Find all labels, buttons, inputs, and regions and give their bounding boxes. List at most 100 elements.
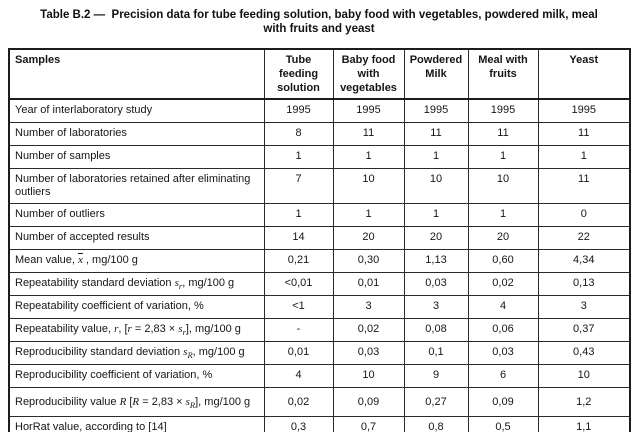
value-cell: 7 [263,168,334,204]
value-cell: 0,02 [332,317,405,342]
value-cell: 1 [537,145,631,170]
row-label: Mean value, x , mg/100 g [8,248,265,273]
value-cell: 1 [403,145,469,170]
value-cell: 8 [263,122,334,147]
value-cell: 0,01 [263,340,334,365]
column-header: Tube feeding solution [263,48,334,101]
value-cell: 1 [263,145,334,170]
value-cell: 0,06 [467,317,539,342]
row-label: Number of samples [8,145,265,170]
row-label: HorRat value, according to [14] [8,415,265,432]
row-label: Reproducibility value R [R = 2,83 × sR],… [8,386,265,417]
value-cell: 4 [263,363,334,388]
value-cell: 1 [332,202,405,227]
value-cell: 3 [537,294,631,319]
value-cell: 0,01 [332,271,405,296]
row-label: Number of laboratories retained after el… [8,168,265,204]
value-cell: 20 [332,225,405,250]
value-cell: 10 [403,168,469,204]
value-cell: 20 [403,225,469,250]
column-header: Yeast [537,48,631,101]
value-cell: 14 [263,225,334,250]
value-cell: 11 [537,168,631,204]
table-row: Repeatability coefficient of variation, … [8,294,631,319]
value-cell: 1 [263,202,334,227]
column-header: Baby food with vegetables [332,48,405,101]
row-label: Number of outliers [8,202,265,227]
value-cell: 1995 [332,98,405,124]
value-cell: 9 [403,363,469,388]
value-cell: 1995 [263,98,334,124]
value-cell: 20 [467,225,539,250]
table-row: Repeatability standard deviation sr, mg/… [8,271,631,296]
value-cell: 0,09 [467,386,539,417]
value-cell: 11 [467,122,539,147]
value-cell: 0,60 [467,248,539,273]
value-cell: 1,1 [537,415,631,432]
value-cell: 0,02 [263,386,334,417]
value-cell: 0,21 [263,248,334,273]
table-row: Reproducibility value R [R = 2,83 × sR],… [8,386,631,417]
value-cell: 0,8 [403,415,469,432]
value-cell: 4,34 [537,248,631,273]
value-cell: 1,2 [537,386,631,417]
value-cell: 22 [537,225,631,250]
value-cell: 0,03 [332,340,405,365]
value-cell: 0,02 [467,271,539,296]
row-label: Year of interlaboratory study [8,98,265,124]
value-cell: 1 [403,202,469,227]
table-row: Number of samples 1 1 1 1 1 [8,145,631,170]
header-row: Samples Tube feeding solution Baby food w… [8,48,631,101]
value-cell: 1 [332,145,405,170]
value-cell: 0,13 [537,271,631,296]
table-row: Number of outliers 1 1 1 1 0 [8,202,631,227]
value-cell: 1,13 [403,248,469,273]
value-cell: 1 [467,145,539,170]
value-cell: 10 [537,363,631,388]
table-row: Mean value, x , mg/100 g 0,21 0,30 1,13 0,60… [8,248,631,273]
value-cell: 1995 [537,98,631,124]
table-row: Number of laboratories retained after el… [8,168,631,204]
table-title: Table B.2 — Precision data for tube feed… [40,9,602,36]
value-cell: 11 [537,122,631,147]
precision-data-table: Samples Tube feeding solution Baby food w… [8,48,631,432]
table-row: Reproducibility coefficient of variation… [8,363,631,388]
table-row: Year of interlaboratory study 1995 1995 199… [8,98,631,124]
value-cell: 0,5 [467,415,539,432]
table-row: Reproducibility standard deviation sR, m… [8,340,631,365]
value-cell: 1995 [467,98,539,124]
row-label: Number of laboratories [8,122,265,147]
value-cell: 0,43 [537,340,631,365]
value-cell: 6 [467,363,539,388]
row-label: Reproducibility coefficient of variation… [8,363,265,388]
value-cell: <0,01 [263,271,334,296]
value-cell: 0,03 [403,271,469,296]
value-cell: <1 [263,294,334,319]
value-cell: 11 [403,122,469,147]
table-row: HorRat value, according to [14] 0,3 0,7 0,8… [8,415,631,432]
value-cell: 1995 [403,98,469,124]
table-body: Year of interlaboratory study 1995 1995 199… [8,98,631,432]
column-header: Powdered Milk [403,48,469,101]
value-cell: 10 [332,168,405,204]
column-header: Meal with fruits [467,48,539,101]
value-cell: 3 [332,294,405,319]
value-cell: 1 [467,202,539,227]
table-row: Number of laboratories 8 11 11 11 11 [8,122,631,147]
samples-header-cell: Samples [8,48,265,101]
value-cell: 0,27 [403,386,469,417]
value-cell: 3 [403,294,469,319]
value-cell: 0,1 [403,340,469,365]
value-cell: 10 [332,363,405,388]
value-cell: 10 [467,168,539,204]
value-cell: 0,08 [403,317,469,342]
value-cell: 0,3 [263,415,334,432]
value-cell: 0,09 [332,386,405,417]
table-row: Number of accepted results 14 20 20 20 22 [8,225,631,250]
row-label: Repeatability value, r, [r = 2,83 × sr],… [8,317,265,342]
value-cell: - [263,317,334,342]
row-label: Repeatability standard deviation sr, mg/… [8,271,265,296]
value-cell: 0,03 [467,340,539,365]
row-label: Reproducibility standard deviation sR, m… [8,340,265,365]
